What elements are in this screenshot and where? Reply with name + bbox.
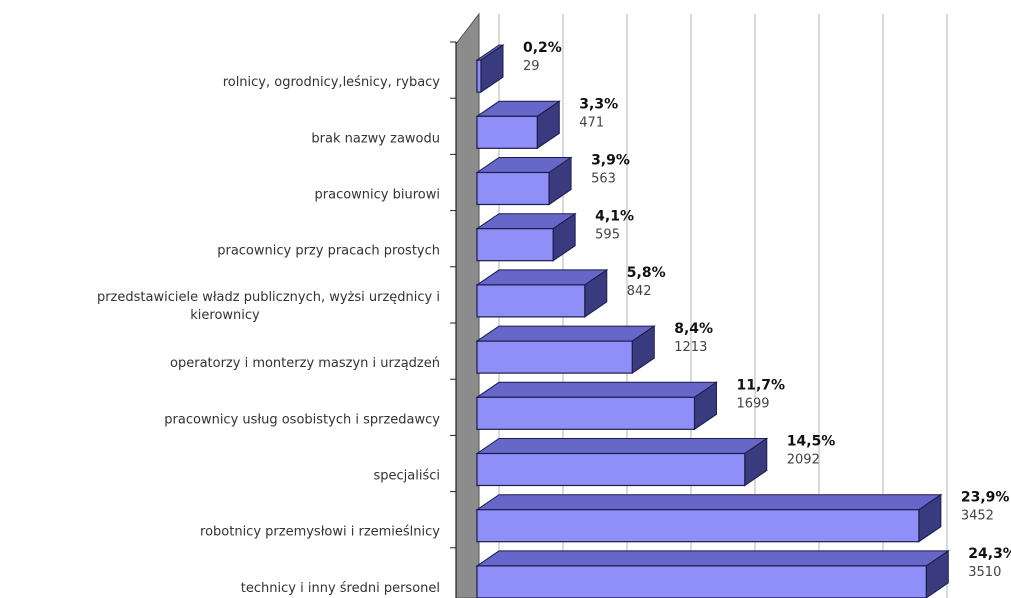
bar-front-face — [476, 509, 920, 543]
bar-top-face — [475, 550, 950, 567]
category-label: specjaliści — [373, 469, 440, 484]
bar-0 — [475, 44, 505, 94]
bar-2 — [475, 156, 573, 206]
category-label: przedstawiciele władz publicznych, wyżsi… — [97, 290, 440, 305]
bar-front-face — [476, 228, 554, 262]
bar-top-face — [475, 494, 943, 511]
bar-3 — [475, 212, 577, 262]
left-wall — [455, 12, 480, 598]
count-label: 3510 — [968, 565, 1001, 580]
percent-label: 14,5% — [787, 434, 836, 450]
bar-7 — [475, 437, 769, 487]
category-label: pracownicy biurowi — [315, 188, 440, 203]
bar-4 — [475, 268, 609, 318]
category-label: rolnicy, ogrodnicy,leśnicy, rybacy — [223, 75, 441, 90]
bar-8 — [475, 493, 943, 543]
category-label: brak nazwy zawodu — [311, 131, 440, 146]
percent-label: 3,9% — [591, 153, 630, 169]
count-label: 563 — [591, 172, 616, 187]
bar-5 — [475, 325, 656, 375]
percent-label: 4,1% — [595, 209, 634, 225]
bar-front-face — [476, 59, 482, 93]
bar-1 — [475, 100, 561, 150]
bar-front-face — [476, 396, 696, 430]
percent-label: 0,2% — [523, 40, 562, 56]
percent-label: 5,8% — [627, 265, 666, 281]
bar-front-face — [476, 565, 927, 598]
bar-9 — [475, 549, 950, 598]
category-label: technicy i inny średni personel — [241, 581, 440, 596]
count-label: 595 — [595, 228, 620, 243]
category-label: kierownicy — [190, 308, 260, 323]
percent-label: 3,3% — [579, 96, 618, 112]
percent-label: 24,3% — [968, 546, 1011, 562]
count-label: 1699 — [736, 396, 769, 411]
count-label: 3452 — [961, 509, 994, 524]
percent-label: 8,4% — [674, 321, 713, 337]
count-label: 842 — [627, 284, 652, 299]
bar-front-face — [476, 115, 538, 149]
bar-front-face — [476, 284, 586, 318]
chart-walls — [455, 12, 480, 598]
category-label: robotnicy przemysłowi i rzemieślnicy — [200, 525, 440, 540]
bar-top-face — [475, 438, 769, 454]
count-label: 2092 — [787, 453, 820, 468]
count-label: 1213 — [674, 340, 707, 355]
bar-front-face — [476, 171, 550, 206]
percent-label: 11,7% — [736, 377, 785, 393]
bar-6 — [475, 381, 719, 431]
category-label: operatorzy i monterzy maszyn i urządzeń — [170, 356, 440, 371]
bar-top-face — [475, 325, 656, 342]
chart-labels: 0,2% 29 3,3% 471 3,9% 563 4,1% 595 5,8% 842 8,4% 12… — [97, 40, 1011, 596]
bar-front-face — [476, 340, 633, 374]
bar-side-face — [480, 44, 504, 94]
bar-top-face — [475, 381, 719, 398]
bar-front-face — [476, 452, 746, 487]
category-label: pracownicy przy pracach prostych — [217, 244, 440, 259]
count-label: 471 — [579, 115, 604, 130]
chart-bars — [475, 44, 950, 598]
category-axis — [450, 41, 457, 598]
category-label: pracownicy usług osobistych i sprzedawcy — [164, 412, 440, 427]
percent-label: 23,9% — [961, 490, 1010, 506]
count-label: 29 — [523, 59, 540, 74]
